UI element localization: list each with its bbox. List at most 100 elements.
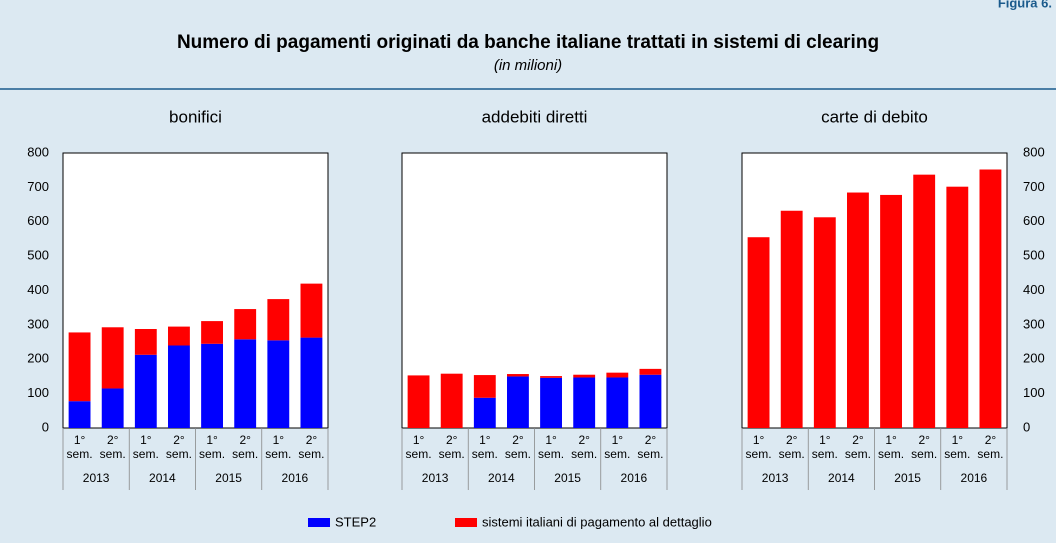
x-tick-label: 2° sem. — [778, 433, 805, 461]
group-label: 2013 — [83, 471, 110, 485]
bar-segment — [573, 377, 596, 428]
bar-segment — [168, 326, 190, 346]
bar-segment — [573, 374, 596, 378]
group-label: 2013 — [762, 471, 789, 485]
x-tick-label: 1° sem. — [811, 433, 838, 461]
y-tick-label: 100 — [1023, 385, 1045, 400]
panel-title: carte di debito — [821, 107, 928, 126]
bar-segment — [101, 327, 124, 389]
bar-segment — [234, 309, 257, 340]
x-tick-label: 1° sem. — [745, 433, 772, 461]
bar-segment — [134, 354, 157, 428]
y-tick-label: 200 — [27, 351, 49, 366]
x-tick-label: 1° sem. — [944, 433, 971, 461]
bar-segment — [440, 373, 463, 428]
bar-segment — [201, 343, 223, 428]
y-tick-label: 500 — [27, 248, 49, 263]
y-tick-label: 600 — [27, 213, 49, 228]
x-tick-label: 2° sem. — [165, 433, 192, 461]
x-tick-label: 1° sem. — [199, 433, 226, 461]
x-tick-label: 2° sem. — [298, 433, 325, 461]
bar-segment — [267, 340, 290, 428]
bar-segment — [234, 339, 257, 428]
bar-segment — [300, 283, 323, 338]
x-tick-label: 1° sem. — [878, 433, 905, 461]
legend-swatch — [455, 518, 477, 527]
bar-segment — [473, 397, 496, 428]
x-tick-label: 2° sem. — [844, 433, 871, 461]
x-tick-label: 1° sem. — [405, 433, 432, 461]
bar-segment — [267, 299, 290, 341]
y-tick-label: 800 — [27, 144, 49, 159]
group-label: 2015 — [894, 471, 921, 485]
title: Numero di pagamenti originati da banche … — [177, 32, 879, 53]
x-tick-label: 2° sem. — [571, 433, 598, 461]
bar-segment — [979, 169, 1002, 428]
bar-segment — [913, 174, 936, 428]
y-tick-label: 700 — [1023, 179, 1045, 194]
group-label: 2015 — [554, 471, 581, 485]
x-tick-label: 1° sem. — [66, 433, 93, 461]
bar-segment — [639, 374, 662, 428]
bar-segment — [813, 217, 836, 428]
y-tick-label: 0 — [42, 419, 49, 434]
group-label: 2015 — [215, 471, 242, 485]
bar-segment — [639, 368, 662, 375]
bar-segment — [507, 374, 529, 377]
bar-segment — [946, 186, 969, 428]
legend-label: STEP2 — [335, 514, 376, 529]
group-label: 2013 — [422, 471, 449, 485]
bar-segment — [300, 337, 323, 428]
panel-title: addebiti diretti — [482, 107, 588, 126]
group-label: 2014 — [828, 471, 855, 485]
y-tick-label: 800 — [1023, 144, 1045, 159]
x-tick-label: 2° sem. — [438, 433, 465, 461]
x-tick-label: 1° sem. — [132, 433, 159, 461]
bar-segment — [201, 321, 223, 344]
group-label: 2014 — [488, 471, 515, 485]
y-tick-label: 400 — [27, 282, 49, 297]
figure-label: Figura 6. — [998, 0, 1052, 10]
y-tick-label: 600 — [1023, 213, 1045, 228]
bar-segment — [880, 194, 902, 428]
y-tick-label: 700 — [27, 179, 49, 194]
bar-segment — [540, 377, 562, 428]
legend-swatch — [308, 518, 330, 527]
group-label: 2016 — [621, 471, 648, 485]
subtitle: (in milioni) — [494, 57, 562, 74]
bar-segment — [168, 345, 190, 428]
bar-segment — [68, 332, 91, 402]
y-tick-label: 300 — [27, 316, 49, 331]
y-tick-label: 200 — [1023, 351, 1045, 366]
bar-segment — [407, 375, 430, 428]
bar-segment — [134, 329, 157, 355]
y-tick-label: 0 — [1023, 419, 1030, 434]
y-tick-label: 300 — [1023, 316, 1045, 331]
x-tick-label: 2° sem. — [911, 433, 938, 461]
panel-title: bonifici — [169, 107, 222, 126]
bar-segment — [101, 388, 124, 428]
bar-segment — [540, 376, 562, 378]
bar-segment — [507, 376, 529, 428]
bar-segment — [606, 372, 629, 378]
bar-segment — [68, 401, 91, 428]
x-tick-label: 1° sem. — [471, 433, 498, 461]
x-tick-label: 2° sem. — [99, 433, 126, 461]
bar-segment — [606, 377, 629, 428]
bar-segment — [473, 375, 496, 398]
x-tick-label: 2° sem. — [637, 433, 664, 461]
group-label: 2014 — [149, 471, 176, 485]
x-tick-label: 1° sem. — [538, 433, 565, 461]
x-tick-label: 2° sem. — [504, 433, 531, 461]
x-tick-label: 2° sem. — [232, 433, 259, 461]
x-tick-label: 2° sem. — [977, 433, 1004, 461]
y-tick-label: 100 — [27, 385, 49, 400]
y-tick-label: 500 — [1023, 248, 1045, 263]
group-label: 2016 — [961, 471, 988, 485]
bar-segment — [847, 192, 869, 428]
legend-label: sistemi italiani di pagamento al dettagl… — [482, 514, 712, 529]
x-tick-label: 1° sem. — [604, 433, 631, 461]
y-tick-label: 400 — [1023, 282, 1045, 297]
